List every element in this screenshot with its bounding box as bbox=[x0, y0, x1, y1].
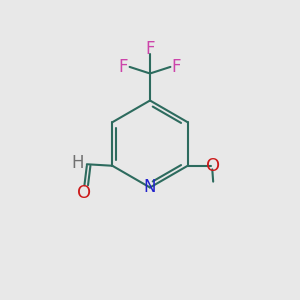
Text: F: F bbox=[119, 58, 128, 76]
Text: N: N bbox=[144, 178, 156, 196]
Text: F: F bbox=[145, 40, 155, 58]
Text: H: H bbox=[71, 154, 83, 172]
Text: O: O bbox=[77, 184, 92, 202]
Text: O: O bbox=[206, 157, 220, 175]
Text: F: F bbox=[172, 58, 181, 76]
